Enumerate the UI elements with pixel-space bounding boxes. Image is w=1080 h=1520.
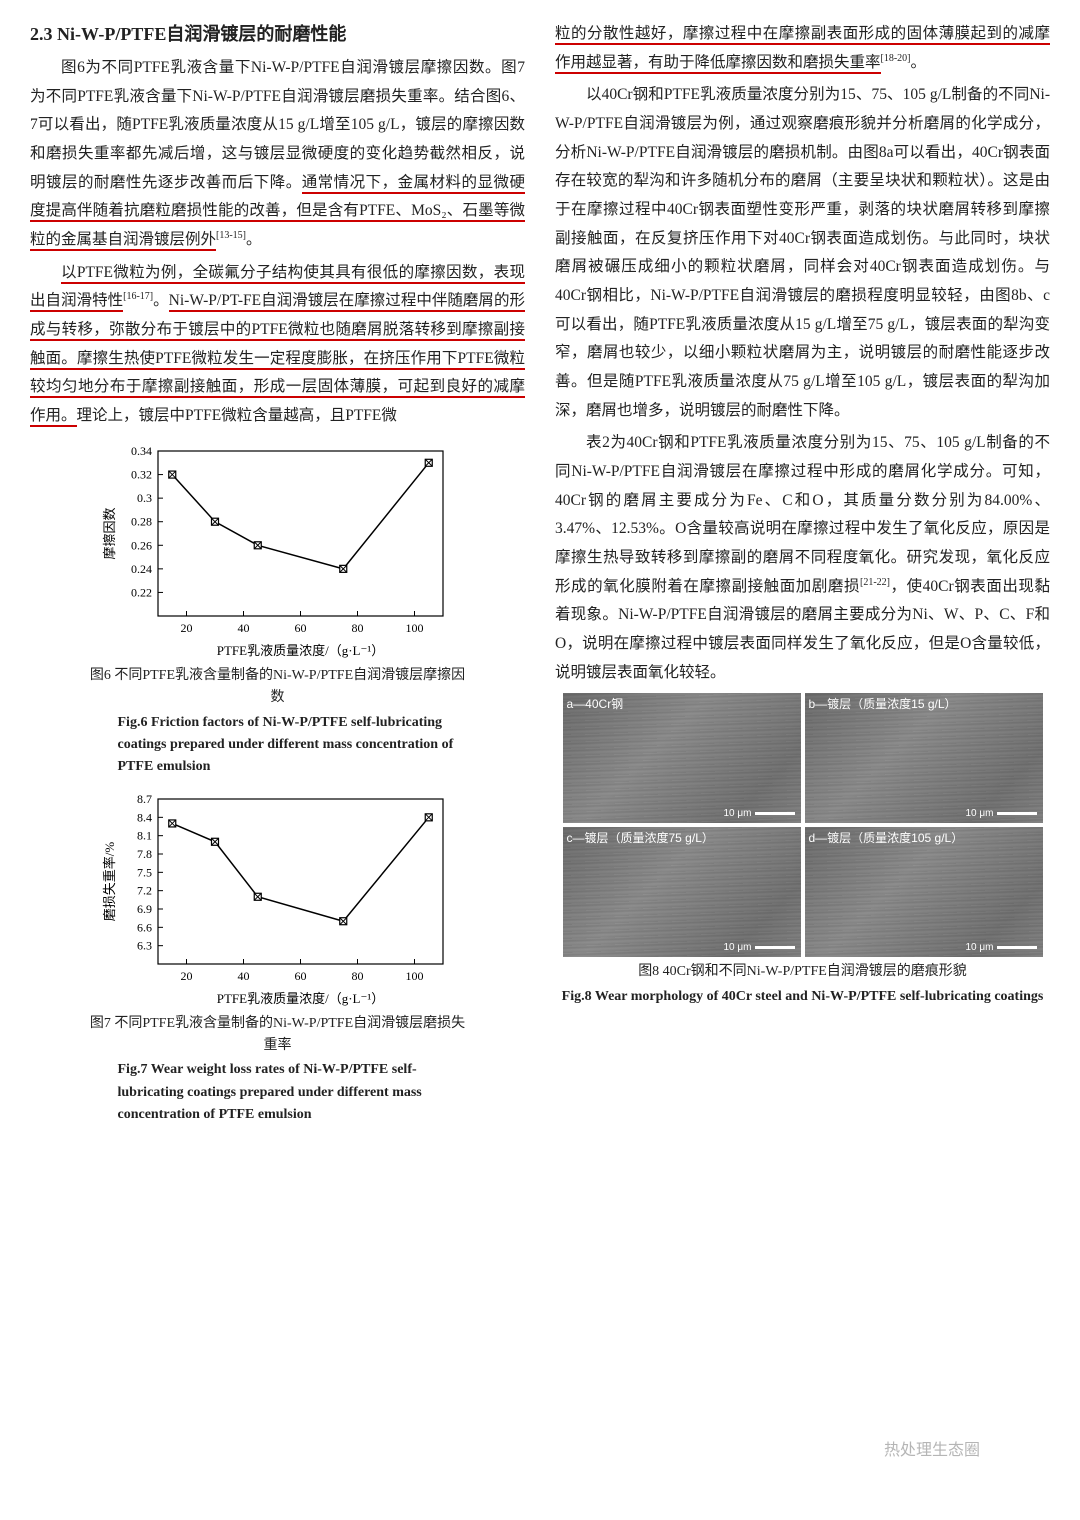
right-column: 粒的分散性越好，摩擦过程中在摩擦副表面形成的固体薄膜起到的减摩作用越显著，有助于… — [555, 20, 1050, 1133]
right-para-2: 以40Cr钢和PTFE乳液质量浓度分别为15、75、105 g/L制备的不同Ni… — [555, 81, 1050, 425]
chart-svg: 0.22 0.24 0.26 0.28 0.3 0.32 0.34 20 40 60 80 100 PT… — [98, 441, 458, 661]
text: 。 — [153, 292, 169, 309]
two-column-layout: 2.3 Ni-W-P/PTFE自润滑镀层的耐磨性能 图6为不同PTFE乳液含量下… — [30, 20, 1050, 1133]
micrograph-panel: d—镀层（质量浓度105 g/L） 10 μm — [805, 827, 1043, 957]
left-para-1: 图6为不同PTFE乳液含量下Ni-W-P/PTFE自润滑镀层摩擦因数。图7为不同… — [30, 54, 525, 255]
chart-svg: 6.3 6.6 6.9 7.2 7.5 7.8 8.1 8.4 8.7 20 40 60 80 100 PT… — [98, 789, 458, 1009]
section-heading: 2.3 Ni-W-P/PTFE自润滑镀层的耐磨性能 — [30, 20, 525, 46]
scalebar: 10 μm — [966, 808, 1037, 819]
micrograph-panel: a—40Cr钢 10 μm — [563, 693, 801, 823]
svg-text:0.32: 0.32 — [131, 467, 152, 481]
figure-caption-en: Fig.7 Wear weight loss rates of Ni-W-P/P… — [88, 1059, 468, 1126]
figure-8-grid: a—40Cr钢10 μmb—镀层（质量浓度15 g/L）10 μmc—镀层（质量… — [563, 693, 1043, 957]
left-column: 2.3 Ni-W-P/PTFE自润滑镀层的耐磨性能 图6为不同PTFE乳液含量下… — [30, 20, 525, 1133]
svg-text:摩擦因数: 摩擦因数 — [102, 507, 117, 559]
svg-text:6.6: 6.6 — [137, 920, 152, 934]
svg-text:0.3: 0.3 — [137, 491, 152, 505]
figure-caption-cn: 图8 40Cr钢和不同Ni-W-P/PTFE自润滑镀层的磨痕形貌 — [555, 961, 1050, 983]
micrograph-label: a—40Cr钢 — [567, 695, 624, 712]
micrograph-label: b—镀层（质量浓度15 g/L） — [809, 695, 957, 712]
citation: [18-20] — [881, 53, 911, 64]
svg-text:7.8: 7.8 — [137, 847, 152, 861]
underlined-text: 粒的分散性越好，摩擦过程中在摩擦副表面形成的固体薄膜起到的减摩作用越显著，有助于… — [555, 25, 1050, 74]
figure-caption-cn: 图6 不同PTFE乳液含量制备的Ni-W-P/PTFE自润滑镀层摩擦因数 — [88, 665, 468, 710]
svg-text:磨损失重率/%: 磨损失重率/% — [102, 841, 117, 921]
svg-text:60: 60 — [294, 969, 306, 983]
scalebar: 10 μm — [966, 942, 1037, 953]
svg-text:0.24: 0.24 — [131, 562, 152, 576]
citation: [13-15] — [216, 230, 246, 241]
left-para-2: 以PTFE微粒为例，全碳氟分子结构使其具有很低的摩擦因数，表现出自润滑特性[16… — [30, 259, 525, 431]
svg-text:PTFE乳液质量浓度/（g·L⁻¹）: PTFE乳液质量浓度/（g·L⁻¹） — [216, 991, 383, 1006]
svg-text:0.22: 0.22 — [131, 585, 152, 599]
svg-text:8.7: 8.7 — [137, 792, 152, 806]
figure-7: 6.3 6.6 6.9 7.2 7.5 7.8 8.1 8.4 8.7 20 40 60 80 100 PT… — [88, 789, 468, 1127]
micrograph-panel: c—镀层（质量浓度75 g/L） 10 μm — [563, 827, 801, 957]
svg-text:40: 40 — [237, 969, 249, 983]
text: 以40Cr钢和PTFE乳液质量浓度分别为15、75、105 g/L制备的不同Ni… — [555, 86, 1050, 418]
svg-text:80: 80 — [351, 621, 363, 635]
right-para-3: 表2为40Cr钢和PTFE乳液质量浓度分别为15、75、105 g/L制备的不同… — [555, 429, 1050, 687]
citation: [21-22] — [860, 577, 890, 588]
figure-caption-en: Fig.8 Wear morphology of 40Cr steel and … — [555, 986, 1050, 1008]
text: 。 — [911, 54, 927, 71]
watermark: 热处理生态圈 — [884, 1436, 980, 1460]
text: 表2为40Cr钢和PTFE乳液质量浓度分别为15、75、105 g/L制备的不同… — [555, 434, 1050, 594]
figure-caption-en: Fig.6 Friction factors of Ni-W-P/PTFE se… — [88, 712, 468, 779]
svg-text:7.5: 7.5 — [137, 865, 152, 879]
svg-text:100: 100 — [405, 621, 423, 635]
svg-text:0.34: 0.34 — [131, 444, 152, 458]
svg-text:20: 20 — [180, 621, 192, 635]
svg-text:80: 80 — [351, 969, 363, 983]
micrograph-label: c—镀层（质量浓度75 g/L） — [567, 829, 714, 846]
text: 理论上，镀层中PTFE微粒含量越高，且PTFE微 — [77, 407, 397, 424]
svg-text:8.1: 8.1 — [137, 828, 152, 842]
svg-text:8.4: 8.4 — [137, 810, 152, 824]
micrograph-panel: b—镀层（质量浓度15 g/L） 10 μm — [805, 693, 1043, 823]
svg-text:40: 40 — [237, 621, 249, 635]
svg-text:100: 100 — [405, 969, 423, 983]
figure-6: 0.22 0.24 0.26 0.28 0.3 0.32 0.34 20 40 60 80 100 PT… — [88, 441, 468, 779]
svg-text:PTFE乳液质量浓度/（g·L⁻¹）: PTFE乳液质量浓度/（g·L⁻¹） — [216, 643, 383, 658]
svg-text:60: 60 — [294, 621, 306, 635]
svg-text:0.28: 0.28 — [131, 514, 152, 528]
svg-text:6.9: 6.9 — [137, 902, 152, 916]
svg-text:20: 20 — [180, 969, 192, 983]
micrograph-label: d—镀层（质量浓度105 g/L） — [809, 829, 964, 846]
scalebar: 10 μm — [724, 942, 795, 953]
scalebar: 10 μm — [724, 808, 795, 819]
svg-text:6.3: 6.3 — [137, 938, 152, 952]
text: 图6为不同PTFE乳液含量下Ni-W-P/PTFE自润滑镀层摩擦因数。图7为不同… — [30, 59, 525, 191]
citation: [16-17] — [123, 291, 153, 302]
text: 。 — [246, 231, 262, 248]
svg-text:7.2: 7.2 — [137, 883, 152, 897]
svg-text:0.26: 0.26 — [131, 538, 152, 552]
figure-caption-cn: 图7 不同PTFE乳液含量制备的Ni-W-P/PTFE自润滑镀层磨损失重率 — [88, 1013, 468, 1058]
right-para-1: 粒的分散性越好，摩擦过程中在摩擦副表面形成的固体薄膜起到的减摩作用越显著，有助于… — [555, 20, 1050, 77]
